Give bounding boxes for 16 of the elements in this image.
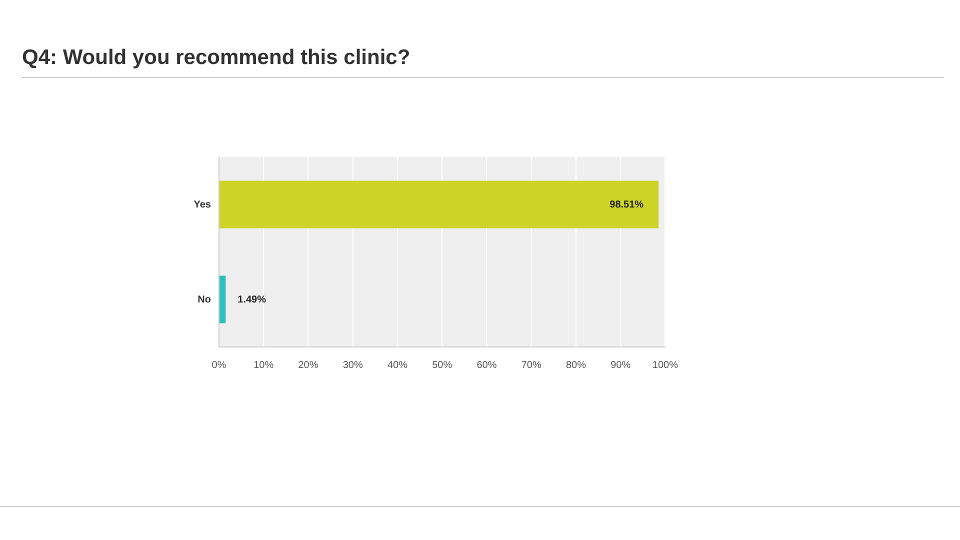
chart-title: Q4: Would you recommend this clinic? [22,45,410,71]
x-tick-label: 30% [342,360,363,371]
x-tick-label: 60% [476,360,497,371]
x-tick-label: 10% [254,360,274,371]
data-label: 98.51% [610,199,644,210]
x-tick-label: 90% [610,360,631,371]
y-tick-label: Yes [194,199,212,210]
x-tick-label: 100% [652,360,678,371]
x-tick-label: 80% [566,360,586,371]
x-tick-label: 70% [521,360,542,371]
x-tick-label: 40% [387,360,408,371]
x-tick-label: 20% [298,360,318,371]
x-tick-label: 0% [212,360,226,371]
y-tick-label: No [198,294,211,306]
x-tick-label: 50% [432,360,452,371]
data-label: 1.49% [238,294,266,306]
